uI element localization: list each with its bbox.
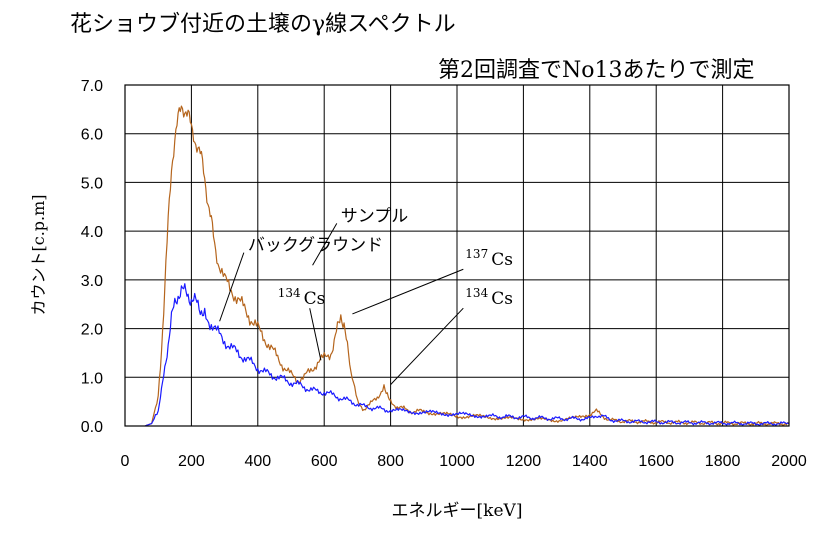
x-tick-label: 1000 xyxy=(439,453,475,470)
annotation-leader-cs134b xyxy=(390,307,464,385)
y-tick-label: 7.0 xyxy=(81,78,103,95)
x-tick-label: 1400 xyxy=(572,453,608,470)
annotation-cs134b: 134 Cs xyxy=(465,286,513,309)
y-tick-labels: 0.0 1.0 2.0 3.0 4.0 5.0 6.0 7.0 xyxy=(81,78,103,436)
x-tick-label: 1600 xyxy=(638,453,674,470)
y-tick-label: 4.0 xyxy=(81,224,103,241)
annotation-sample: サンプル xyxy=(341,206,409,226)
chart-subtitle: 第2回調査でNo13あたりで測定 xyxy=(438,58,755,83)
chart-title: 花ショウブ付近の土壌のγ線スペクトル xyxy=(70,12,456,37)
annotation-leader-bg xyxy=(219,252,245,322)
x-tick-label: 600 xyxy=(311,453,338,470)
annotation-bg: バックグラウンド xyxy=(248,236,383,256)
y-tick-label: 1.0 xyxy=(81,370,103,387)
series-line-background xyxy=(144,283,790,427)
plot-frame xyxy=(124,84,790,427)
x-tick-label: 800 xyxy=(377,453,404,470)
x-tick-label: 200 xyxy=(178,453,205,470)
annotation-cs134a: 134 Cs xyxy=(278,286,326,309)
y-tick-label: 0.0 xyxy=(81,419,103,436)
x-tick-label: 400 xyxy=(244,453,271,470)
x-tick-label: 1800 xyxy=(705,453,741,470)
x-tick-label: 0 xyxy=(121,453,130,470)
grid xyxy=(124,84,790,427)
plot-frame-group xyxy=(124,84,790,427)
y-tick-label: 2.0 xyxy=(81,322,103,339)
x-tick-label: 1200 xyxy=(506,453,542,470)
series-group xyxy=(144,105,790,427)
x-axis-label: エネルギー[keV] xyxy=(392,501,523,521)
annotation-leader-cs137 xyxy=(352,268,464,315)
x-tick-labels: 0 200 400 600 800 1000 1200 1400 1600 1800 2000 xyxy=(121,453,807,470)
y-axis-label: カウント[c.p.m] xyxy=(29,194,48,315)
annotation-cs137: 137 Cs xyxy=(465,247,513,270)
y-tick-label: 6.0 xyxy=(81,127,103,144)
x-tick-label: 2000 xyxy=(771,453,807,470)
annotation-leader-sample xyxy=(312,223,338,266)
y-tick-label: 3.0 xyxy=(81,273,103,290)
series-line-sample xyxy=(144,105,790,427)
y-tick-label: 5.0 xyxy=(81,175,103,192)
annotation-leader-cs134a xyxy=(309,308,322,361)
